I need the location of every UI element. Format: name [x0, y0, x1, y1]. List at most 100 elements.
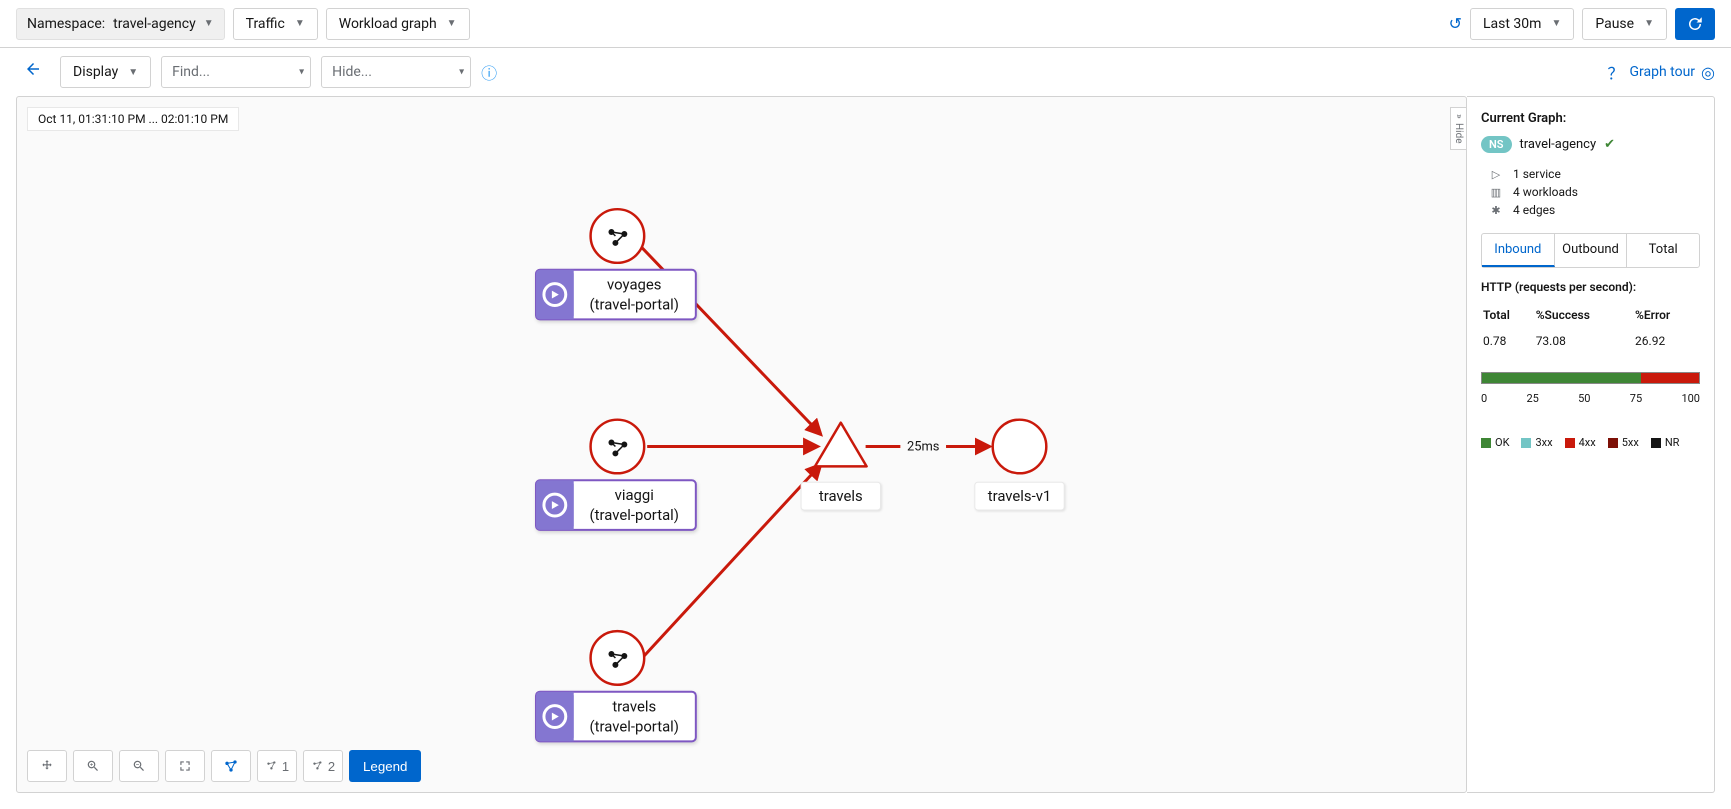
legend-4xx: 4xx	[1565, 436, 1596, 449]
node-travels-portal-label-2: (travel-portal)	[590, 717, 679, 735]
find-input[interactable]: Find... ▾	[161, 56, 311, 88]
node-travels-portal-label-1: travels	[612, 698, 656, 716]
pause-dropdown[interactable]: Pause ▼	[1582, 8, 1667, 40]
traffic-label: Traffic	[246, 16, 285, 32]
node-travels-service[interactable]: travels	[801, 423, 880, 510]
graph-canvas[interactable]: Oct 11, 01:31:10 PM ... 02:01:10 PM » Hi…	[16, 96, 1467, 793]
chevron-down-icon: ▾	[299, 67, 304, 78]
pause-label: Pause	[1595, 16, 1634, 32]
help-icon: ？	[1607, 60, 1623, 84]
refresh-icon	[1686, 15, 1704, 33]
graph-controls: 1 2 Legend	[27, 750, 421, 782]
graph-toolbar: Display ▼ Find... ▾ Hide... ▾ ⓘ ？ Graph …	[0, 48, 1731, 96]
display-dropdown[interactable]: Display ▼	[60, 56, 151, 88]
display-label: Display	[73, 64, 118, 80]
timestamp-label: Oct 11, 01:31:10 PM ... 02:01:10 PM	[27, 107, 239, 131]
refresh-button[interactable]	[1675, 8, 1715, 40]
node-travels-portal[interactable]: travels (travel-portal)	[536, 631, 696, 741]
chevron-down-icon: ▾	[459, 67, 464, 78]
legend-button[interactable]: Legend	[349, 750, 421, 782]
summary-list: ▷1 service ▥4 workloads ✱4 edges	[1481, 165, 1700, 219]
col-total: Total	[1481, 304, 1534, 326]
zoom-out-icon	[132, 759, 146, 773]
layout-1-button[interactable]: 1	[257, 750, 297, 782]
edge-latency-label: 25ms	[907, 439, 940, 454]
expand-icon	[178, 759, 192, 773]
chevron-down-icon: ▼	[295, 18, 305, 29]
time-range-label: Last 30m	[1483, 16, 1541, 32]
cell-error: 26.92	[1633, 326, 1700, 356]
edges-icon: ✱	[1489, 204, 1503, 217]
node-travels-v1-label: travels-v1	[988, 487, 1052, 505]
graph-tour-label: Graph tour	[1629, 64, 1695, 80]
col-success: %Success	[1534, 304, 1633, 326]
tab-total[interactable]: Total	[1627, 234, 1699, 267]
legend-nr: NR	[1651, 436, 1680, 449]
namespace-badge[interactable]: NS travel-agency ✔	[1481, 136, 1615, 153]
topology-graph: 25ms voyages (travel-portal) vi	[17, 97, 1466, 792]
layout-default-button[interactable]	[211, 750, 251, 782]
zoom-in-icon	[86, 759, 100, 773]
history-icon[interactable]: ↺	[1449, 14, 1462, 33]
node-viaggi[interactable]: viaggi (travel-portal)	[536, 420, 696, 530]
topology-icon	[311, 759, 325, 773]
top-toolbar: Namespace: travel-agency ▼ Traffic ▼ Wor…	[0, 0, 1731, 48]
chevron-down-icon: ▼	[1551, 18, 1561, 29]
node-travels-v1[interactable]: travels-v1	[975, 420, 1064, 510]
chevron-down-icon: ▼	[447, 18, 457, 29]
bar-err	[1641, 373, 1699, 383]
legend-5xx: 5xx	[1608, 436, 1639, 449]
hide-input[interactable]: Hide... ▾	[321, 56, 471, 88]
node-voyages-label-2: (travel-portal)	[590, 295, 679, 313]
hide-panel-toggle[interactable]: » Hide	[1450, 107, 1466, 150]
status-legend: OK 3xx 4xx 5xx NR	[1481, 436, 1700, 449]
service-icon: ▷	[1489, 168, 1503, 181]
zoom-out-button[interactable]	[119, 750, 159, 782]
col-error: %Error	[1633, 304, 1700, 326]
tab-inbound[interactable]: Inbound	[1482, 234, 1555, 267]
chevron-down-icon: ▼	[204, 18, 214, 29]
layout-2-button[interactable]: 2	[303, 750, 343, 782]
summary-services: ▷1 service	[1481, 165, 1700, 183]
time-range-dropdown[interactable]: Last 30m ▼	[1470, 8, 1574, 40]
namespace-selector[interactable]: Namespace: travel-agency ▼	[16, 8, 225, 40]
bar-axis: 0 25 50 75 100	[1481, 392, 1700, 405]
graph-type-label: Workload graph	[339, 16, 437, 32]
side-panel-title: Current Graph:	[1481, 111, 1700, 126]
back-button[interactable]	[16, 56, 50, 88]
cell-success: 73.08	[1534, 326, 1633, 356]
graph-type-dropdown[interactable]: Workload graph ▼	[326, 8, 470, 40]
drag-button[interactable]	[27, 750, 67, 782]
namespace-value: travel-agency	[113, 16, 196, 32]
node-viaggi-label-1: viaggi	[615, 486, 654, 504]
namespace-label: Namespace:	[27, 16, 105, 32]
table-row: 0.78 73.08 26.92	[1481, 326, 1700, 356]
info-icon[interactable]: ⓘ	[481, 60, 497, 84]
summary-edges: ✱4 edges	[1481, 201, 1700, 219]
topology-icon	[265, 759, 279, 773]
http-status-bar: 0 25 50 75 100	[1481, 372, 1700, 408]
summary-workloads: ▥4 workloads	[1481, 183, 1700, 201]
move-icon	[40, 759, 54, 773]
ns-name: travel-agency	[1520, 137, 1597, 152]
chevron-right-icon: »	[1453, 114, 1464, 119]
legend-3xx: 3xx	[1521, 436, 1552, 449]
arrow-left-icon	[24, 60, 42, 78]
legend-ok: OK	[1481, 436, 1509, 449]
tab-outbound[interactable]: Outbound	[1555, 234, 1628, 267]
fit-button[interactable]	[165, 750, 205, 782]
workload-icon: ▥	[1489, 186, 1503, 199]
zoom-in-button[interactable]	[73, 750, 113, 782]
traffic-dropdown[interactable]: Traffic ▼	[233, 8, 318, 40]
cell-total: 0.78	[1481, 326, 1534, 356]
main-area: Oct 11, 01:31:10 PM ... 02:01:10 PM » Hi…	[0, 96, 1731, 809]
hide-label: Hide	[1453, 123, 1464, 144]
node-voyages[interactable]: voyages (travel-portal)	[536, 209, 696, 319]
find-placeholder: Find...	[172, 64, 210, 80]
chevron-down-icon: ▼	[1644, 18, 1654, 29]
http-title: HTTP (requests per second):	[1481, 280, 1700, 294]
check-circle-icon: ✔	[1604, 137, 1615, 152]
topology-icon	[223, 758, 239, 774]
graph-tour-link[interactable]: ？ Graph tour ◎	[1607, 60, 1715, 84]
chevron-down-icon: ▼	[128, 67, 138, 78]
